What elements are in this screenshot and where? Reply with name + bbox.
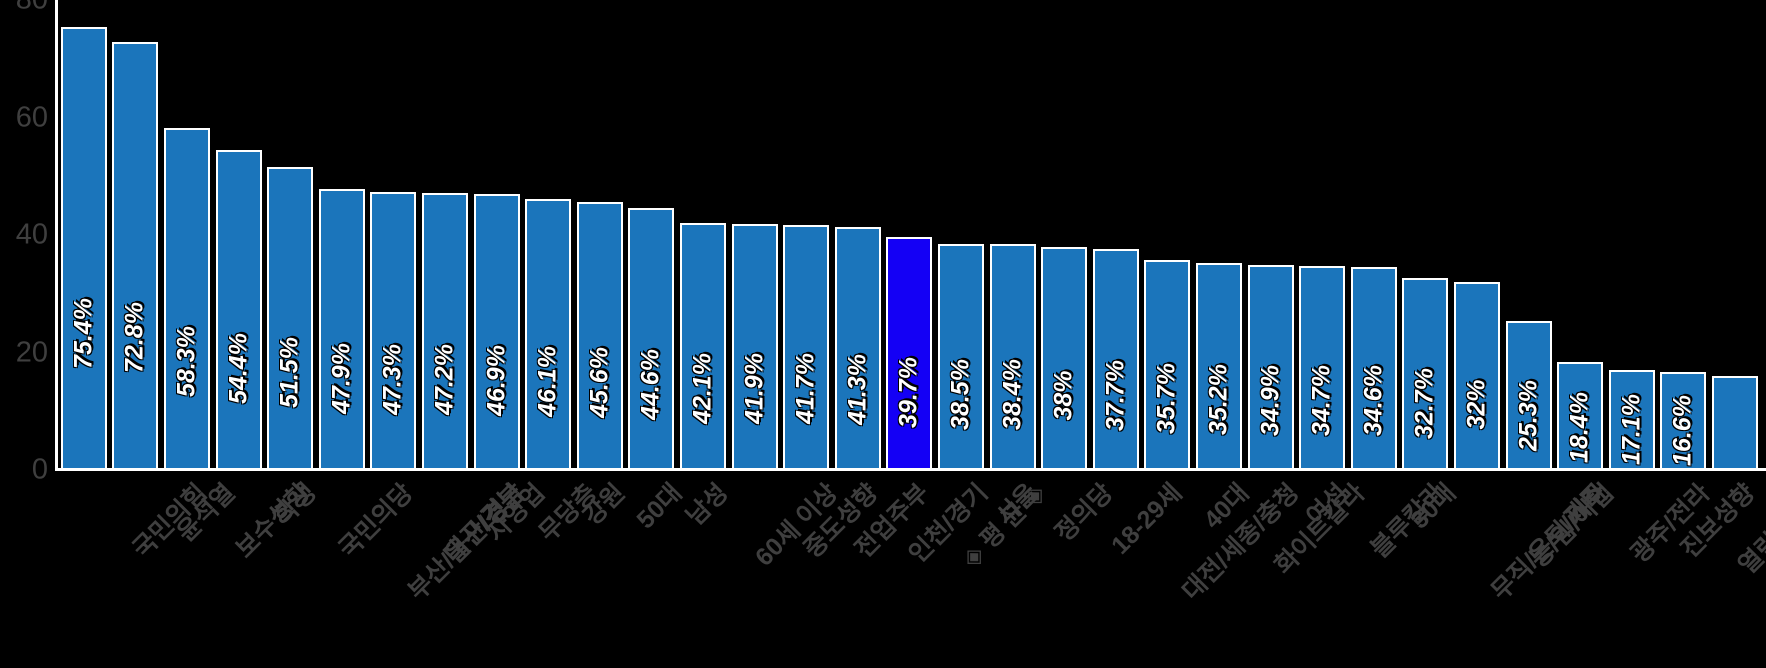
y-axis-tick-label: 20 xyxy=(15,336,48,368)
bar[interactable] xyxy=(60,27,107,470)
bar[interactable] xyxy=(1454,282,1500,470)
bar[interactable] xyxy=(1402,277,1449,470)
bar[interactable] xyxy=(164,127,210,470)
bar-group: 38.5% xyxy=(938,243,984,470)
bar-group: 17.1% xyxy=(1608,369,1655,470)
x-axis-tick-label: 50대 xyxy=(631,478,687,535)
x-axis-tick-label: 18-29세 xyxy=(1106,478,1188,560)
bar-group: 37.7% xyxy=(1092,248,1139,470)
bar[interactable] xyxy=(1299,266,1346,470)
bar[interactable] xyxy=(1144,260,1191,470)
bar-group xyxy=(1712,376,1758,470)
bar[interactable] xyxy=(783,225,830,470)
bar[interactable] xyxy=(1505,321,1552,470)
bar-group: 16.6% xyxy=(1660,372,1707,470)
bar-group: 58.3% xyxy=(164,127,210,470)
y-axis-tick-label: 40 xyxy=(15,218,48,251)
bar[interactable] xyxy=(576,202,623,470)
bar-group: 41.7% xyxy=(783,225,830,470)
bar-group: 32% xyxy=(1454,282,1500,470)
bar-group: 51.5% xyxy=(267,167,314,470)
y-axis-line xyxy=(55,0,58,470)
x-axis-tick-label: 정의당 xyxy=(1049,478,1118,548)
bar-group: 42.1% xyxy=(680,222,726,470)
bar-group: 18.4% xyxy=(1557,361,1604,470)
y-axis-tick-label: 80 xyxy=(16,0,48,15)
bar-group: 47.3% xyxy=(370,192,417,470)
bar-group: 25.3% xyxy=(1505,321,1552,470)
bar-group: 38.4% xyxy=(989,244,1036,470)
bar[interactable] xyxy=(680,222,726,470)
y-axis-tick-label: 0 xyxy=(31,453,48,486)
x-axis: 국민의힘 윤석열 보수성향 학생 국민의당 부산/울산/경남 대구/경북 자영업 무당층 강원 50… xyxy=(58,472,1766,668)
plot-area: 75.4% 72.8% 58.3% 54.4% 51.5% 47.9% 47.3% 47.2%… xyxy=(58,0,1766,470)
x-axis-line xyxy=(55,468,1766,471)
bar[interactable] xyxy=(473,194,520,470)
bar-group: 41.3% xyxy=(834,227,881,470)
bar[interactable] xyxy=(1712,376,1758,470)
bar-group: 34.7% xyxy=(1299,266,1346,470)
bar-group: 34.9% xyxy=(1247,264,1294,470)
bar-group: 34.6% xyxy=(1350,266,1397,470)
bar[interactable] xyxy=(1557,361,1604,470)
bar-group: 47.9% xyxy=(318,188,365,470)
bar-group: 72.8% xyxy=(112,42,159,470)
bar[interactable] xyxy=(938,243,984,470)
bar[interactable] xyxy=(834,227,881,470)
bar-group: 54.4% xyxy=(215,150,262,470)
bar-group: 75.4% xyxy=(60,27,107,470)
bar-group: 46.1% xyxy=(525,199,572,470)
y-axis-tick-label: 60 xyxy=(15,101,48,133)
bar-group: 35.2% xyxy=(1196,263,1242,470)
bar[interactable] xyxy=(1041,246,1088,470)
bar[interactable] xyxy=(370,192,417,470)
bar-group: 44.6% xyxy=(628,207,675,470)
bar[interactable] xyxy=(1350,266,1397,470)
x-axis-tick-label: 국민의당 xyxy=(333,478,419,564)
bar[interactable] xyxy=(1247,264,1294,470)
bar-group: 35.7% xyxy=(1144,260,1191,470)
bar-group: 41.9% xyxy=(731,223,778,470)
bar[interactable] xyxy=(112,42,159,470)
bar[interactable] xyxy=(1608,369,1655,470)
x-axis-tick-label: 남성 xyxy=(681,478,734,531)
bar[interactable] xyxy=(1092,248,1139,470)
bar[interactable] xyxy=(1196,263,1242,470)
bar[interactable] xyxy=(628,207,675,470)
bar[interactable] xyxy=(525,199,572,470)
bar[interactable] xyxy=(989,244,1036,470)
bar-group: 32.7% xyxy=(1402,277,1449,470)
bar-average[interactable] xyxy=(886,236,933,470)
y-axis: 0 20 40 60 80 xyxy=(0,0,56,484)
bar-group: 47.2% xyxy=(422,192,468,470)
bar-group: 45.6% xyxy=(576,202,623,470)
bar[interactable] xyxy=(1660,372,1707,470)
bar[interactable] xyxy=(318,188,365,470)
bar[interactable] xyxy=(731,223,778,470)
bar-group: 46.9% xyxy=(473,194,520,470)
bar-group: 38% xyxy=(1041,246,1088,470)
bar-group: 39.7% xyxy=(886,236,933,470)
bar[interactable] xyxy=(267,167,314,470)
bar[interactable] xyxy=(422,192,468,470)
bar[interactable] xyxy=(215,150,262,470)
